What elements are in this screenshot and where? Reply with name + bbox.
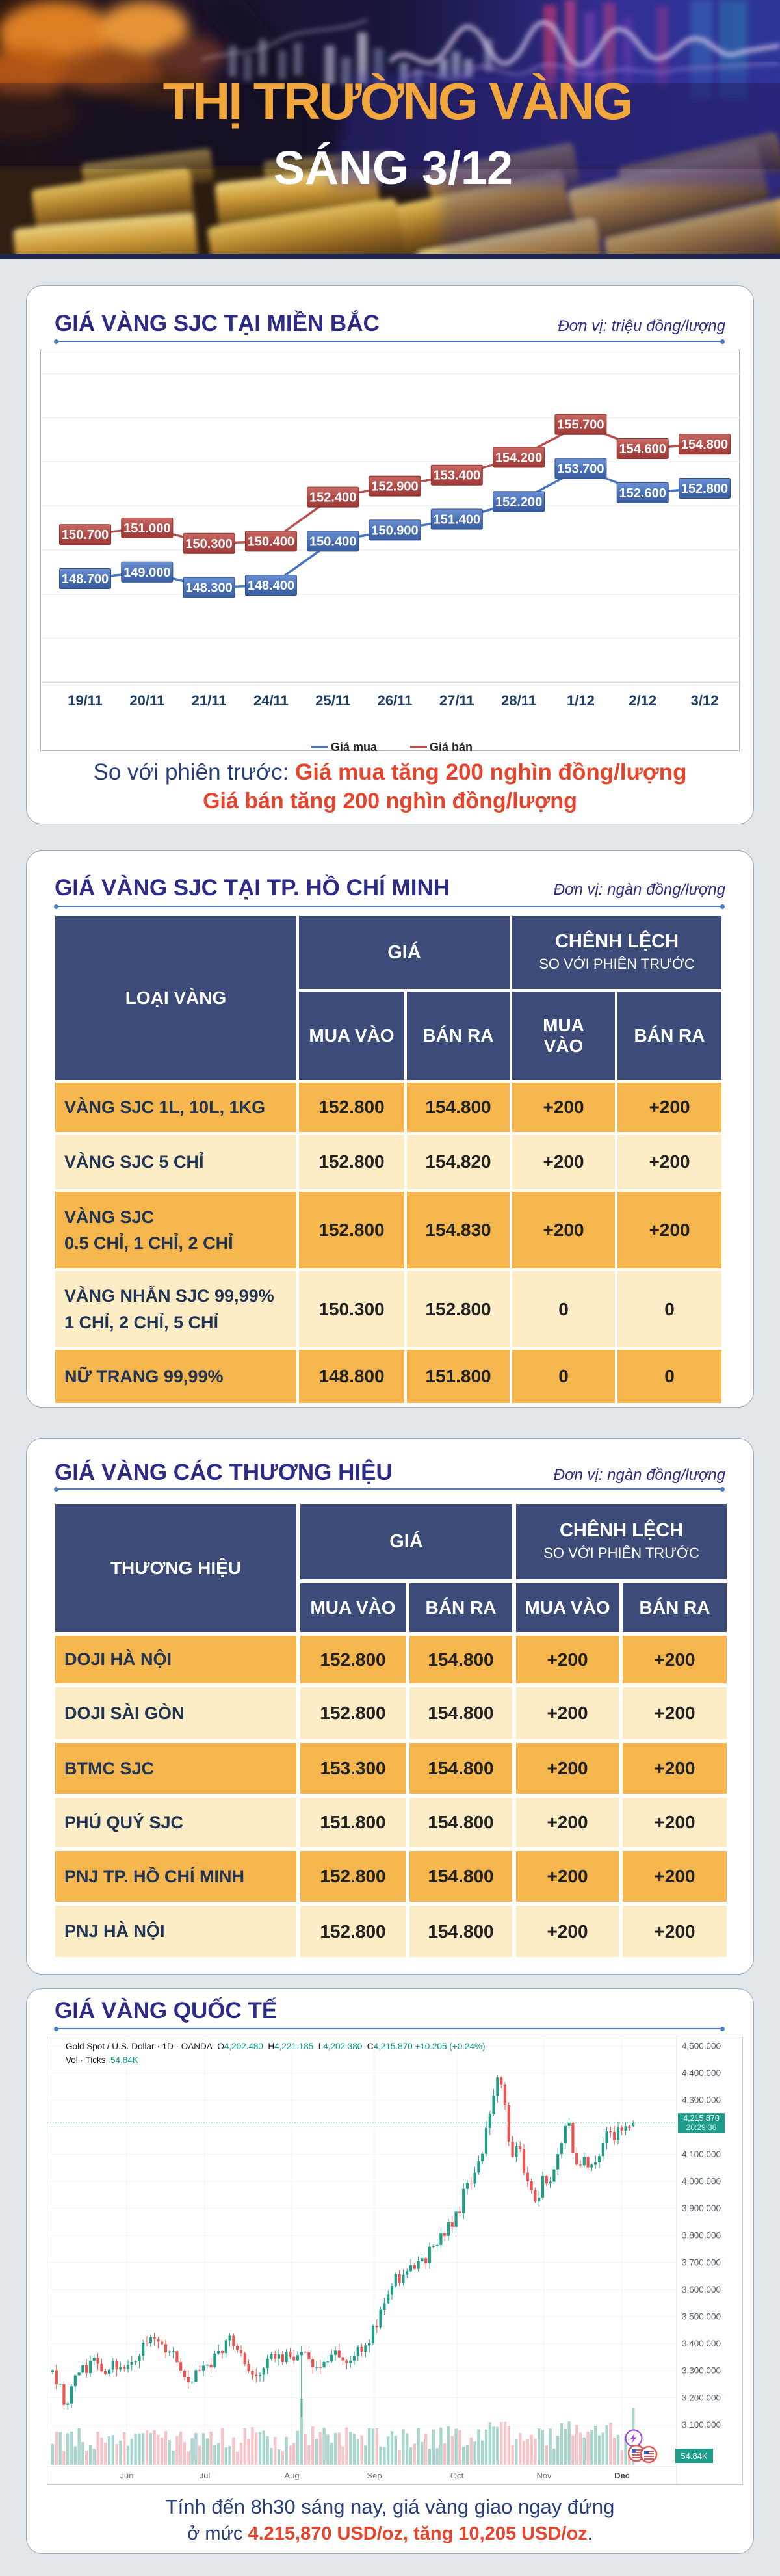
svg-text:151.000: 151.000 — [124, 521, 170, 536]
svg-text:3,300.000: 3,300.000 — [682, 2366, 721, 2376]
svg-text:152.900: 152.900 — [371, 480, 418, 494]
svg-text:4,500.000: 4,500.000 — [682, 2042, 721, 2051]
svg-text:150.300: 150.300 — [185, 537, 232, 551]
svg-text:26/11: 26/11 — [378, 692, 413, 709]
svg-text:152.400: 152.400 — [309, 491, 356, 505]
svg-text:154.800: 154.800 — [681, 438, 728, 452]
svg-text:21/11: 21/11 — [192, 692, 227, 709]
svg-text:Dec: Dec — [614, 2471, 630, 2480]
svg-text:20:29:36: 20:29:36 — [686, 2123, 717, 2132]
svg-text:152.600: 152.600 — [619, 486, 666, 501]
svg-text:3/12: 3/12 — [691, 692, 719, 709]
svg-text:24/11: 24/11 — [254, 692, 289, 709]
svg-text:3,200.000: 3,200.000 — [682, 2393, 721, 2402]
svg-text:Giá mua: Giá mua — [331, 741, 378, 752]
svg-text:3,400.000: 3,400.000 — [682, 2339, 721, 2348]
svg-text:150.900: 150.900 — [371, 523, 418, 538]
svg-text:Aug: Aug — [284, 2471, 299, 2480]
svg-text:28/11: 28/11 — [501, 692, 536, 709]
svg-text:1/12: 1/12 — [567, 692, 595, 709]
svg-text:25/11: 25/11 — [315, 692, 350, 709]
svg-text:3,100.000: 3,100.000 — [682, 2420, 721, 2430]
svg-text:150.400: 150.400 — [309, 534, 356, 549]
svg-text:150.400: 150.400 — [248, 534, 294, 549]
svg-text:153.400: 153.400 — [434, 469, 480, 483]
svg-text:153.700: 153.700 — [557, 462, 604, 477]
svg-text:4,000.000: 4,000.000 — [682, 2177, 721, 2187]
svg-text:155.700: 155.700 — [557, 418, 604, 432]
svg-text:4,100.000: 4,100.000 — [682, 2149, 721, 2159]
svg-text:Nov: Nov — [536, 2471, 552, 2480]
svg-text:148.700: 148.700 — [62, 572, 109, 586]
svg-text:Jun: Jun — [120, 2471, 134, 2480]
svg-text:Jul: Jul — [200, 2471, 211, 2480]
svg-text:Sep: Sep — [367, 2471, 382, 2480]
svg-text:Gold Spot / U.S. Dollar · 1D ·: Gold Spot / U.S. Dollar · 1D · OANDA O4,… — [66, 2042, 485, 2051]
svg-text:4,400.000: 4,400.000 — [682, 2068, 721, 2078]
svg-text:3,500.000: 3,500.000 — [682, 2312, 721, 2322]
svg-text:148.400: 148.400 — [248, 579, 294, 593]
svg-text:4,215.870: 4,215.870 — [683, 2114, 720, 2123]
svg-text:154.600: 154.600 — [619, 442, 666, 456]
svg-text:148.300: 148.300 — [185, 581, 232, 596]
svg-text:3,600.000: 3,600.000 — [682, 2285, 721, 2294]
svg-text:4,300.000: 4,300.000 — [682, 2096, 721, 2105]
svg-text:152.800: 152.800 — [681, 482, 728, 496]
svg-text:3,900.000: 3,900.000 — [682, 2203, 721, 2213]
svg-text:19/11: 19/11 — [68, 692, 103, 709]
svg-text:Vol · Ticks 54.84K: Vol · Ticks 54.84K — [66, 2055, 138, 2065]
svg-text:Oct: Oct — [450, 2471, 464, 2480]
svg-text:149.000: 149.000 — [124, 566, 170, 580]
svg-text:27/11: 27/11 — [439, 692, 474, 709]
svg-text:3,700.000: 3,700.000 — [682, 2257, 721, 2267]
svg-text:Giá bán: Giá bán — [430, 741, 473, 752]
svg-text:154.200: 154.200 — [495, 451, 542, 466]
svg-text:20/11: 20/11 — [129, 692, 164, 709]
svg-text:3,800.000: 3,800.000 — [682, 2231, 721, 2241]
svg-text:54.84K: 54.84K — [681, 2451, 708, 2461]
svg-text:151.400: 151.400 — [434, 513, 480, 527]
svg-text:150.700: 150.700 — [62, 528, 109, 542]
svg-text:2/12: 2/12 — [629, 692, 656, 709]
svg-text:152.200: 152.200 — [495, 495, 542, 509]
